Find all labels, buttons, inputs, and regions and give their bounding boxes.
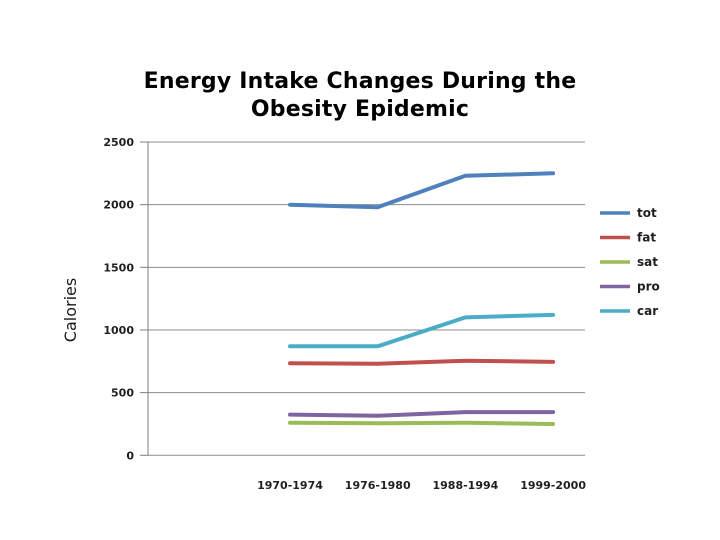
y-axis-tick-label: 2000 — [103, 199, 134, 212]
series-line-pro — [288, 410, 556, 418]
legend-label-tot: tot — [637, 206, 657, 220]
chart-title-line-1: Energy Intake Changes During the — [143, 69, 577, 94]
y-axis-tick-label: 1000 — [103, 324, 134, 337]
x-axis-category-label: 1999-2000 — [520, 479, 586, 492]
y-axis-tick-label: 1500 — [103, 261, 134, 274]
series-line-sat — [288, 420, 556, 426]
chart-title-line-2: Obesity Epidemic — [250, 97, 470, 122]
legend-label-sat: sat — [637, 255, 658, 269]
legend-label-pro: pro — [637, 280, 660, 294]
series-line-car — [288, 312, 556, 349]
series-line-fat — [288, 358, 556, 366]
y-axis-tick-label: 2500 — [103, 136, 134, 149]
y-axis-tick-label: 500 — [111, 387, 134, 400]
x-axis-category-label: 1970-1974 — [257, 479, 323, 492]
chart-title: Energy Intake Changes During the Obesity… — [0, 68, 720, 124]
legend-label-car: car — [637, 304, 658, 318]
x-axis-category-label: 1976-1980 — [345, 479, 411, 492]
legend-label-fat: fat — [637, 231, 656, 245]
series-line-tot — [288, 171, 556, 210]
x-axis-category-label: 1988-1994 — [433, 479, 499, 492]
y-axis-title: Calories — [61, 278, 80, 342]
y-axis-tick-label: 0 — [126, 449, 134, 462]
